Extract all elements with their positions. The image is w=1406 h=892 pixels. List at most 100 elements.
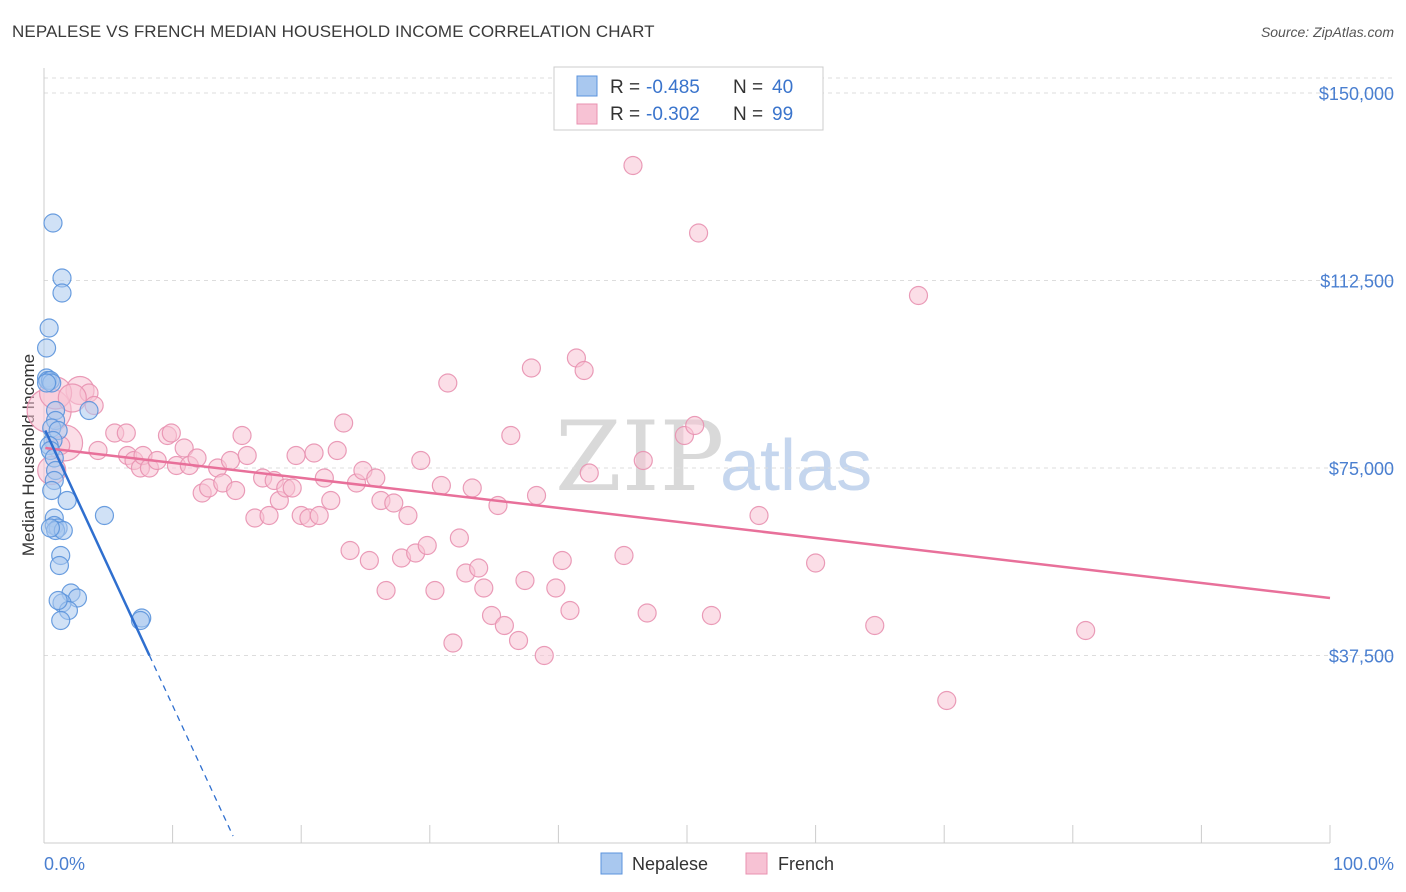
french-point [431, 475, 451, 496]
french-point [481, 605, 502, 626]
french-point [443, 633, 463, 653]
french-point [411, 450, 431, 471]
french-point [526, 485, 547, 506]
series-label-french: French [778, 854, 834, 874]
x-tick-label-min: 0.0% [44, 854, 85, 874]
legend-r-label-nepalese: R = [610, 77, 640, 98]
source-credit: Source: ZipAtlas.com [1260, 24, 1394, 40]
watermark-atlas: atlas [720, 426, 872, 506]
french-point [220, 450, 241, 471]
french-point [469, 558, 489, 578]
french-point [226, 480, 246, 501]
french-point [366, 468, 386, 488]
french-point [508, 630, 529, 651]
french-point [334, 413, 354, 433]
french-point [908, 285, 929, 306]
legend-n-label-french: N = [733, 104, 763, 125]
french-point [314, 468, 334, 488]
y-axis-label: Median Household Income [19, 354, 38, 556]
french-point [417, 535, 437, 556]
french-point [865, 615, 885, 636]
french-point [552, 550, 572, 571]
nepalese-point [48, 590, 68, 611]
y-tick-labels: $37,500 $75,000 $112,500 $150,000 [1319, 84, 1394, 667]
french-point [376, 580, 396, 601]
french-point [574, 360, 594, 381]
french-point [614, 545, 634, 566]
series-label-nepalese: Nepalese [632, 854, 708, 874]
y-tick-label: $37,500 [1329, 647, 1394, 667]
french-point [187, 448, 207, 468]
french-point [116, 423, 136, 443]
nepalese-point [36, 373, 57, 393]
french-point [560, 600, 580, 621]
french-point [237, 445, 257, 466]
correlation-legend: R = -0.485 N = 40 R = -0.302 N = 99 [553, 66, 824, 131]
grid-lines [44, 77, 1394, 656]
french-point [286, 445, 306, 466]
french-point [633, 450, 653, 471]
french-point [359, 550, 379, 571]
french-point [501, 425, 521, 446]
nepalese-point [39, 318, 59, 338]
french-point [321, 490, 341, 511]
french-point [579, 463, 599, 483]
french-point [1076, 620, 1096, 641]
x-tick-label-max: 100.0% [1333, 854, 1394, 874]
french-point [749, 505, 769, 526]
chart-title: NEPALESE VS FRENCH MEDIAN HOUSEHOLD INCO… [12, 22, 655, 41]
nepalese-point [40, 518, 61, 538]
legend-swatch-nepalese [576, 75, 598, 97]
french-point [805, 553, 826, 573]
legend-r-value-nepalese: -0.485 [646, 77, 700, 98]
nepalese-trendline [44, 429, 151, 657]
series-swatch-nepalese [600, 852, 623, 875]
nepalese-point [94, 505, 115, 526]
y-tick-label: $150,000 [1319, 84, 1394, 104]
y-tick-label: $112,500 [1320, 272, 1394, 292]
french-point [88, 440, 108, 461]
legend-n-label-nepalese: N = [733, 77, 763, 98]
french-point [161, 423, 181, 443]
nepalese-point [36, 338, 57, 358]
french-point [232, 425, 252, 446]
trend-lines [44, 429, 1331, 837]
legend-n-value-french: 99 [772, 104, 793, 125]
legend-swatch-french [576, 103, 598, 125]
series-legend: Nepalese French [600, 852, 834, 875]
legend-r-value-french: -0.302 [646, 104, 700, 125]
french-points [26, 155, 1096, 711]
french-point [546, 578, 566, 598]
french-point [282, 478, 302, 498]
french-point [688, 223, 709, 243]
french-point [534, 645, 554, 666]
french-point [340, 540, 360, 561]
series-swatch-french [745, 852, 768, 875]
legend-n-value-nepalese: 40 [772, 77, 793, 98]
x-tick-marks [172, 825, 1331, 843]
french-point [937, 690, 957, 711]
french-point [623, 155, 643, 176]
legend-r-label-french: R = [610, 104, 640, 125]
french-point [701, 605, 722, 626]
french-point [474, 578, 494, 598]
french-point [425, 580, 445, 601]
nepalese-point [42, 480, 62, 501]
french-point [521, 358, 541, 378]
nepalese-point [57, 490, 77, 511]
french-point [327, 440, 347, 461]
french-point [515, 570, 535, 591]
french-point [398, 505, 418, 526]
nepalese-point [52, 283, 72, 303]
french-point [438, 373, 458, 393]
nepalese-points [36, 213, 152, 631]
french-point [174, 438, 194, 458]
nepalese-point [51, 610, 71, 631]
french-trendline [45, 446, 1331, 600]
french-point [384, 493, 404, 513]
legend-box [553, 66, 824, 131]
nepalese-trendline-extension [148, 655, 234, 837]
french-point [57, 383, 87, 413]
nepalese-point [79, 400, 99, 421]
